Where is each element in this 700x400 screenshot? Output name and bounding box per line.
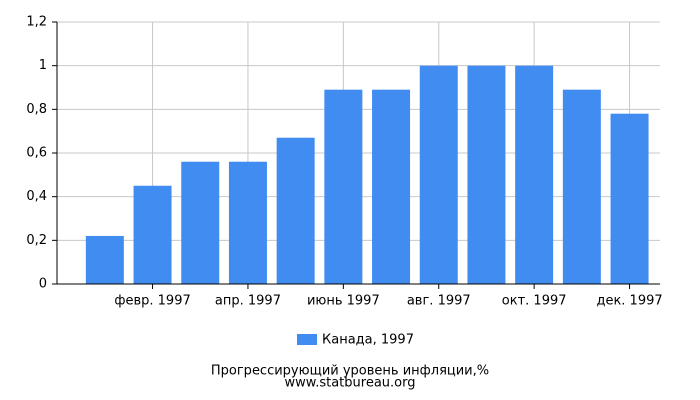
bar <box>228 161 267 284</box>
bar <box>324 89 363 284</box>
bar <box>467 65 506 285</box>
y-tick-label: 0 <box>39 277 47 292</box>
x-tick-label: авг. 1997 <box>407 294 471 309</box>
x-tick-label: окт. 1997 <box>502 294 567 309</box>
x-tick-label: дек. 1997 <box>596 294 662 309</box>
bar <box>562 89 601 284</box>
bar <box>515 65 554 285</box>
bar <box>181 161 220 284</box>
x-tick-label: февр. 1997 <box>114 294 190 309</box>
bar <box>419 65 458 285</box>
y-tick-label: 0,2 <box>26 233 47 248</box>
y-tick-label: 1,2 <box>26 15 47 30</box>
y-tick-label: 1 <box>39 58 47 73</box>
bar <box>610 113 649 284</box>
x-tick-label: июнь 1997 <box>307 294 380 309</box>
y-tick-label: 0,8 <box>26 102 47 117</box>
x-tick-label: апр. 1997 <box>215 294 281 309</box>
legend-label: Канада, 1997 <box>322 333 414 348</box>
chart-subtitle: www.statbureau.org <box>285 376 416 391</box>
chart-title: Прогрессирующий уровень инфляции,% <box>211 364 489 379</box>
bar <box>133 185 172 284</box>
bar <box>85 235 124 284</box>
bar <box>276 137 315 284</box>
legend-swatch <box>297 334 317 345</box>
bar <box>372 89 411 284</box>
y-tick-label: 0,4 <box>26 189 47 204</box>
y-tick-label: 0,6 <box>26 146 47 161</box>
